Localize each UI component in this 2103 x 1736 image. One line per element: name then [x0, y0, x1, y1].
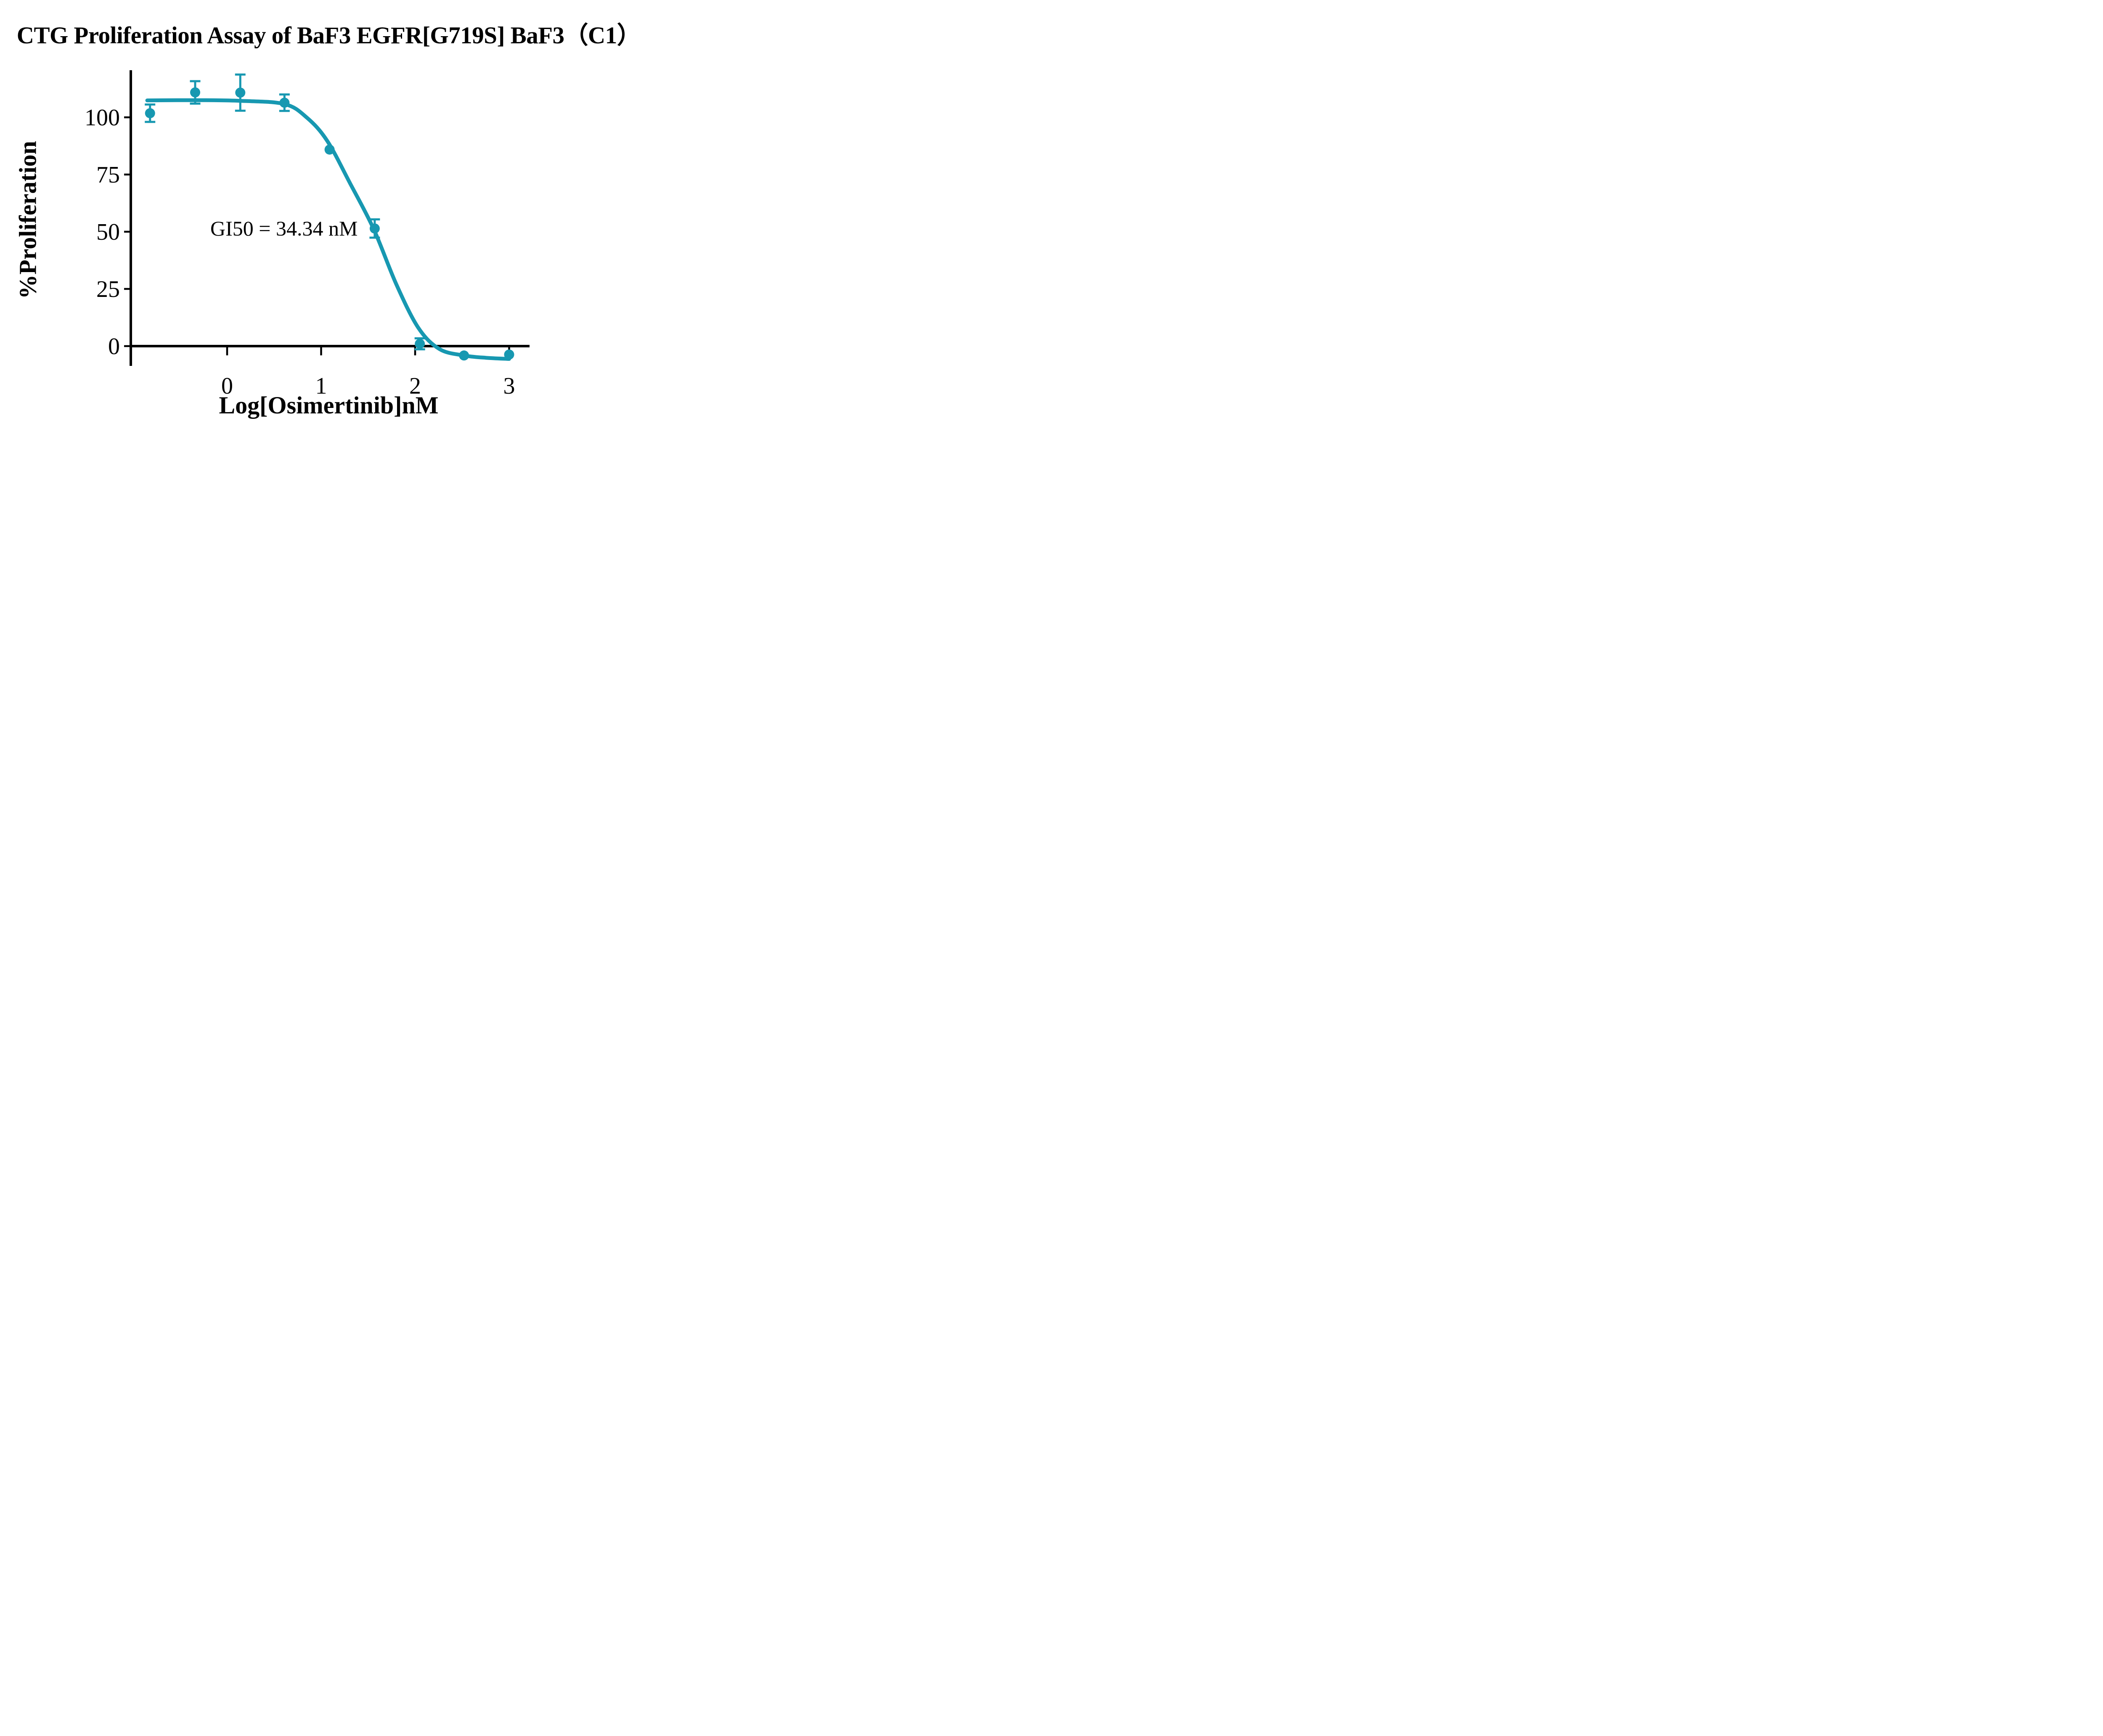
data-point: [459, 350, 469, 361]
plot-area: 0 25 50 75 100 0 1 2 3: [85, 70, 530, 399]
data-point: [369, 223, 380, 234]
data-point: [145, 108, 155, 119]
x-tick-label: 1: [315, 373, 327, 399]
y-tick-label: 25: [96, 276, 120, 302]
y-tick-label: 100: [85, 105, 120, 131]
y-axis-title: %Proliferation: [14, 141, 42, 299]
x-tick-label: 0: [221, 373, 233, 399]
gi50-annotation: GI50 = 34.34 nM: [210, 217, 358, 240]
data-point: [190, 87, 201, 98]
data-point: [235, 87, 246, 98]
y-tick-label: 75: [96, 162, 120, 188]
y-tick-label: 50: [96, 219, 120, 245]
data-point: [504, 349, 514, 360]
x-axis-title: Log[Osimertinib]nM: [219, 392, 439, 419]
x-tick-label: 3: [503, 373, 515, 399]
data-point: [415, 339, 425, 349]
data-point: [279, 98, 290, 108]
x-tick-label: 2: [409, 373, 421, 399]
chart-title: CTG Proliferation Assay of BaF3 EGFR[G71…: [16, 22, 641, 49]
y-tick-label: 0: [108, 333, 120, 360]
chart-page: CTG Proliferation Assay of BaF3 EGFR[G71…: [0, 0, 657, 434]
data-point: [324, 144, 335, 155]
